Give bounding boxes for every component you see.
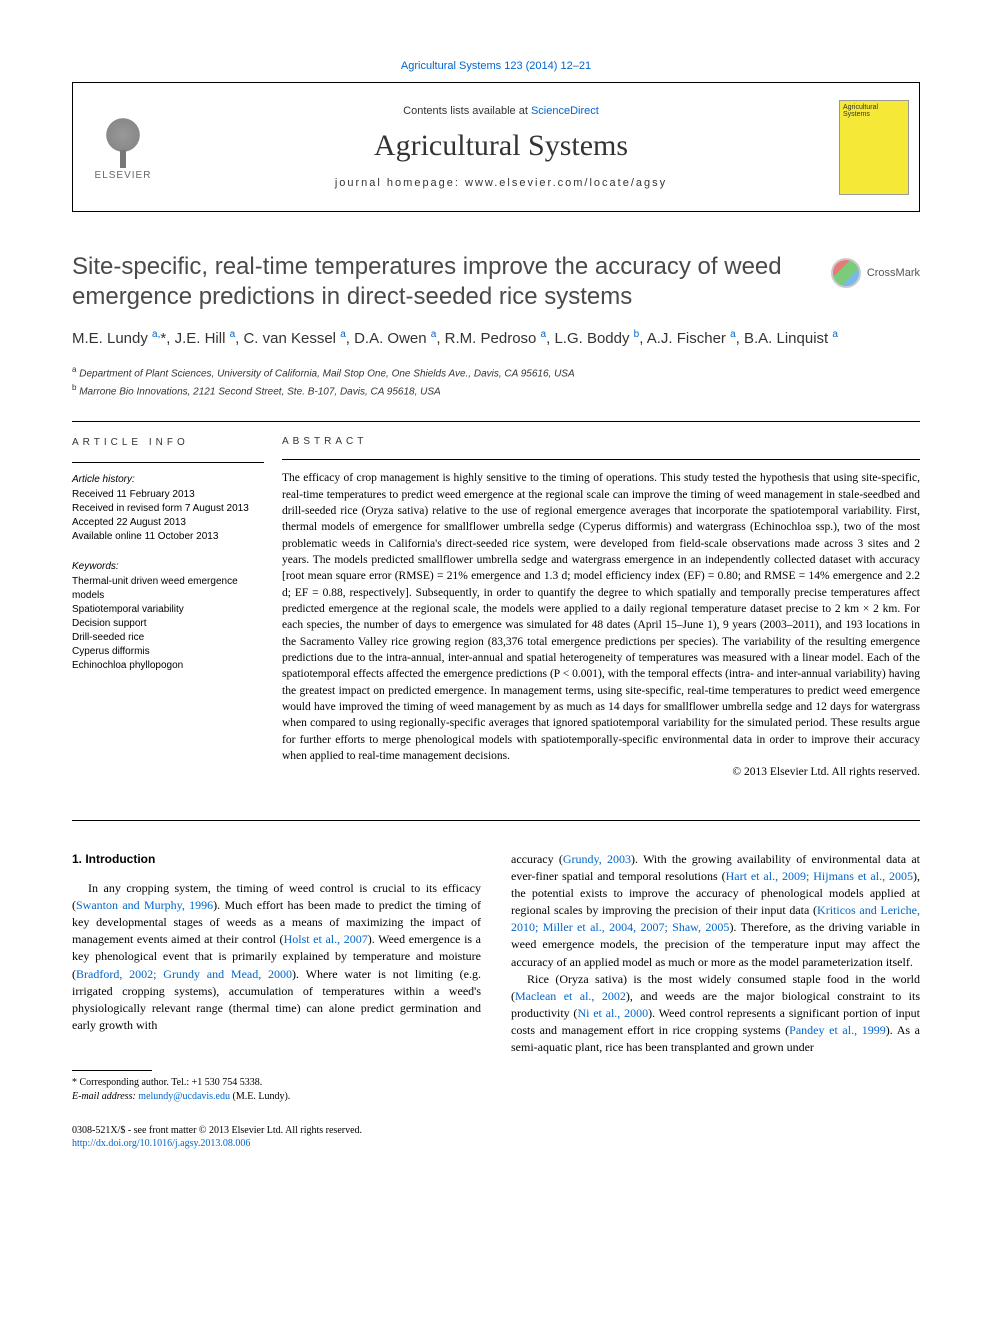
publisher-name: ELSEVIER xyxy=(95,170,152,181)
history-line: Received 11 February 2013 xyxy=(72,488,264,502)
keyword: Thermal-unit driven weed emergence model… xyxy=(72,575,264,603)
column-right: accuracy (Grundy, 2003). With the growin… xyxy=(511,851,920,1103)
keyword: Echinochloa phyllopogon xyxy=(72,659,264,673)
citation-link[interactable]: Bradford, 2002; Grundy and Mead, 2000 xyxy=(76,967,292,981)
keywords-heading: Keywords: xyxy=(72,560,264,574)
abstract-text: The efficacy of crop management is highl… xyxy=(282,470,920,764)
citation-link[interactable]: Swanton and Murphy, 1996 xyxy=(76,898,213,912)
front-matter-line: 0308-521X/$ - see front matter © 2013 El… xyxy=(72,1124,920,1138)
keyword: Decision support xyxy=(72,617,264,631)
citation-link[interactable]: Pandey et al., 1999 xyxy=(789,1023,886,1037)
citation-link[interactable]: Kriticos and Leriche, 2010; Miller et al… xyxy=(511,903,920,934)
footnotes: * Corresponding author. Tel.: +1 530 754… xyxy=(72,1076,481,1104)
contents-available: Contents lists available at ScienceDirec… xyxy=(403,105,599,117)
corresponding-author: * Corresponding author. Tel.: +1 530 754… xyxy=(72,1076,481,1090)
abstract-heading: abstract xyxy=(282,436,920,447)
citation-link[interactable]: Hart et al., 2009; Hijmans et al., 2005 xyxy=(726,869,913,883)
citation-link[interactable]: Holst et al., 2007 xyxy=(284,932,368,946)
journal-homepage: journal homepage: www.elsevier.com/locat… xyxy=(335,177,667,189)
affiliations: a Department of Plant Sciences, Universi… xyxy=(72,364,920,400)
journal-header: ELSEVIER Contents lists available at Sci… xyxy=(72,82,920,212)
article-title: Site-specific, real-time temperatures im… xyxy=(72,252,812,312)
journal-title: Agricultural Systems xyxy=(374,129,628,163)
history-line: Received in revised form 7 August 2013 xyxy=(72,502,264,516)
citation-link[interactable]: Ni et al., 2000 xyxy=(577,1006,648,1020)
article-info-heading: article info xyxy=(72,436,264,450)
publisher-logo-cell: ELSEVIER xyxy=(73,83,173,211)
abstract: abstract The efficacy of crop management… xyxy=(282,422,920,792)
intro-para-2: Rice (Oryza sativa) is the most widely c… xyxy=(511,971,920,1056)
journal-citation[interactable]: Agricultural Systems 123 (2014) 12–21 xyxy=(72,60,920,72)
elsevier-tree-icon xyxy=(98,113,148,168)
journal-cover-thumb: Agricultural Systems xyxy=(839,100,909,195)
crossmark-badge[interactable]: CrossMark xyxy=(831,258,920,288)
crossmark-label: CrossMark xyxy=(867,267,920,279)
email-paren: (M.E. Lundy). xyxy=(233,1091,291,1102)
sciencedirect-link[interactable]: ScienceDirect xyxy=(531,105,599,117)
contents-prefix: Contents lists available at xyxy=(403,105,531,117)
keyword: Drill-seeded rice xyxy=(72,631,264,645)
keyword: Spatiotemporal variability xyxy=(72,603,264,617)
author-email-link[interactable]: melundy@ucdavis.edu xyxy=(138,1091,230,1102)
section-heading-intro: 1. Introduction xyxy=(72,851,481,868)
history-line: Available online 11 October 2013 xyxy=(72,530,264,544)
journal-cover-cell: Agricultural Systems xyxy=(829,83,919,211)
footer-copyright: 0308-521X/$ - see front matter © 2013 El… xyxy=(72,1124,920,1151)
history-heading: Article history: xyxy=(72,473,264,487)
abstract-copyright: © 2013 Elsevier Ltd. All rights reserved… xyxy=(282,766,920,778)
author-list: M.E. Lundy a,*, J.E. Hill a, C. van Kess… xyxy=(72,328,920,350)
keyword: Cyperus difformis xyxy=(72,645,264,659)
doi-link[interactable]: http://dx.doi.org/10.1016/j.agsy.2013.08… xyxy=(72,1138,250,1149)
history-line: Accepted 22 August 2013 xyxy=(72,516,264,530)
intro-para-1-cont: accuracy (Grundy, 2003). With the growin… xyxy=(511,851,920,970)
citation-link[interactable]: Grundy, 2003 xyxy=(563,852,631,866)
body-columns: 1. Introduction In any cropping system, … xyxy=(72,851,920,1103)
intro-para-1: In any cropping system, the timing of we… xyxy=(72,880,481,1033)
email-label: E-mail address: xyxy=(72,1091,136,1102)
citation-link[interactable]: Maclean et al., 2002 xyxy=(515,989,626,1003)
column-left: 1. Introduction In any cropping system, … xyxy=(72,851,481,1103)
article-info: article info Article history: Received 1… xyxy=(72,422,282,792)
crossmark-icon xyxy=(831,258,861,288)
